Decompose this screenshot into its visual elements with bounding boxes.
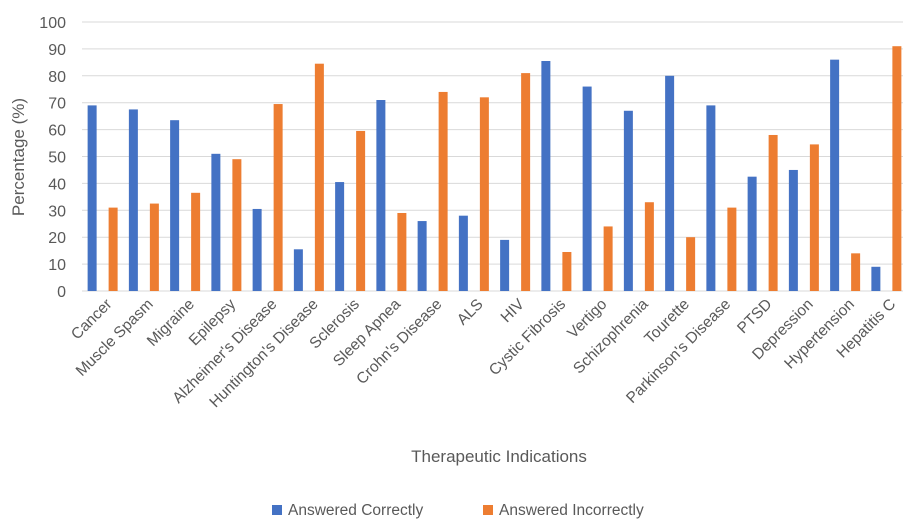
y-tick-label: 50 [48,150,66,167]
x-tick-label: HIV [498,295,529,326]
x-tick-label: Cystic Fibrosis [486,296,569,379]
bar-correct [747,176,757,291]
bar-incorrect [644,202,654,291]
bar-incorrect [314,63,324,291]
bar-incorrect [521,73,531,291]
bar-correct [541,61,551,291]
y-tick-label: 80 [48,69,66,86]
x-axis-title: Therapeutic Indications [411,447,587,466]
bar-correct [252,208,262,291]
bar-incorrect [851,253,861,291]
y-axis-title: Percentage (%) [9,98,28,216]
bar-incorrect [397,212,407,291]
y-tick-label: 70 [48,96,66,113]
y-tick-label: 60 [48,123,66,140]
bar-correct [293,249,303,291]
y-tick-label: 100 [39,15,66,32]
bar-incorrect [108,207,118,291]
bar-correct [87,105,97,291]
bar-correct [706,105,716,291]
bar-incorrect [149,203,159,291]
bar-correct [623,110,633,292]
y-tick-label: 90 [48,42,66,59]
bar-incorrect [438,91,448,291]
legend: Answered Correctly Answered Incorrectly [272,502,644,519]
y-tick-label: 10 [48,257,66,274]
bar-correct [500,239,510,291]
bar-incorrect [892,46,902,292]
bar-incorrect [727,207,737,291]
bar-incorrect [562,251,572,291]
legend-label: Answered Correctly [288,502,423,519]
bar-incorrect [479,97,489,291]
bar-correct [211,153,221,291]
bar-incorrect [232,159,242,291]
bar-incorrect [273,104,283,291]
legend-label: Answered Incorrectly [499,502,644,519]
y-tick-label: 40 [48,176,66,193]
bar-correct [170,120,180,291]
bar-correct [871,266,881,291]
bar-correct [788,169,798,291]
bar-correct [458,215,468,291]
bar-incorrect [603,226,613,291]
bar-correct [665,75,675,291]
gridlines [82,21,903,292]
legend-swatch [483,505,493,515]
bar-correct [128,109,138,291]
y-tick-label: 0 [57,284,66,301]
bar-correct [335,182,345,291]
y-tick-label: 20 [48,230,66,247]
bar-incorrect [809,144,819,291]
bar-correct [830,59,840,291]
y-tick-label: 30 [48,203,66,220]
x-tick-label: ALS [454,296,487,329]
bar-incorrect [768,134,778,291]
bar-incorrect [686,237,696,291]
x-tick-label: Schizophrenia [570,296,652,378]
bar-incorrect [356,130,366,291]
bar-incorrect [191,192,201,291]
bar-correct [376,100,386,291]
bars [87,46,902,292]
bar-correct [417,221,427,291]
legend-swatch [272,505,282,515]
bar-correct [582,86,592,291]
